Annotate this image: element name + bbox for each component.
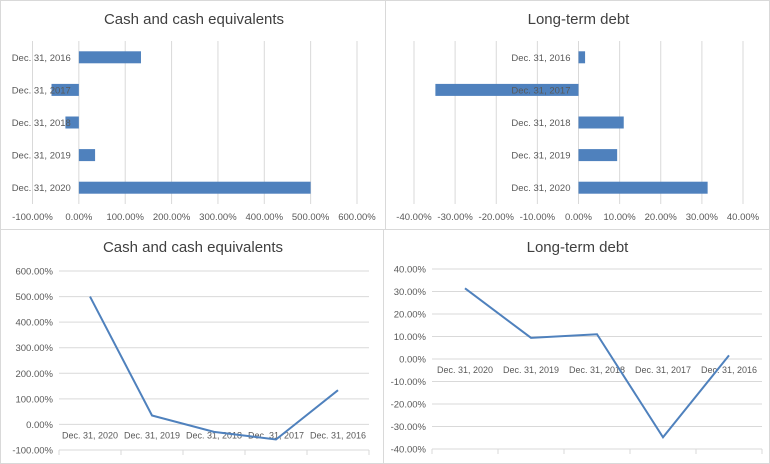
bar [78,51,141,64]
x-tick-label: 400.00% [246,212,284,223]
x-tick-label: -100.00% [12,212,53,223]
bar [435,83,579,96]
category-label: Dec. 31, 2020 [62,430,118,440]
debt-bar-chart[interactable]: Long-term debt -40.00% -30.00% -20.00% -10.0… [385,0,770,230]
x-tick-label: 600.00% [338,212,376,223]
x-tick-label: 0.00% [65,212,92,223]
category-label: Dec. 31, 2020 [437,365,493,375]
y-tick-label: 100.00% [15,394,53,405]
chart-title: Long-term debt [528,11,631,28]
y-tick-label: 30.00% [394,287,427,298]
category-label: Dec. 31, 2017 [635,365,691,375]
y-tick-label: 500.00% [15,292,53,303]
x-tick-label: 30.00% [686,212,719,223]
series-line [464,287,730,440]
bar [578,149,618,162]
category-label: Dec. 31, 2017 [511,85,570,96]
category-label: Dec. 31, 2019 [511,151,570,162]
bar [578,181,708,194]
x-tick-label: -40.00% [396,212,432,223]
category-label: Dec. 31, 2018 [511,118,570,129]
category-label: Dec. 31, 2018 [12,118,71,129]
y-tick-label: 0.00% [26,420,53,431]
cash-line-svg: Cash and cash equivalents 600.00% 500.00% 4… [12,239,370,457]
y-tick-label: -100.00% [12,446,53,457]
x-tick-label: 200.00% [153,212,191,223]
debt-line-chart[interactable]: Long-term debt 40.00% 30.00% 20.00% 10.00% 0.… [383,229,770,464]
y-tick-label: -40.00% [391,445,427,456]
y-tick-label: -10.00% [391,377,427,388]
x-tick-label: -30.00% [437,212,473,223]
x-tick-label: -20.00% [479,212,515,223]
category-label: Dec. 31, 2016 [511,53,570,64]
chart-title: Long-term debt [527,239,630,256]
cash-line-chart[interactable]: Cash and cash equivalents 600.00% 500.00% 4… [0,229,384,464]
y-tick-label: -20.00% [391,400,427,411]
x-tick-label: 20.00% [645,212,678,223]
debt-bar-svg: Long-term debt -40.00% -30.00% -20.00% -10.0… [396,11,760,223]
cash-bar-svg: Cash and cash equivalents -100.00% 0.00% 10… [12,11,377,223]
x-tick-label: -10.00% [520,212,556,223]
y-tick-label: 300.00% [15,343,53,354]
bar [78,149,96,162]
y-tick-label: 0.00% [399,355,426,366]
y-tick-label: -30.00% [391,422,427,433]
chart-title: Cash and cash equivalents [104,11,284,28]
cash-bar-chart[interactable]: Cash and cash equivalents -100.00% 0.00% 10… [0,0,386,230]
category-label: Dec. 31, 2016 [12,53,71,64]
bar [578,116,624,129]
bar [51,83,79,96]
x-tick-label: 0.00% [565,212,592,223]
bar [65,116,79,129]
category-label: Dec. 31, 2017 [12,85,71,96]
category-label: Dec. 31, 2020 [12,183,71,194]
bar [78,181,311,194]
category-label: Dec. 31, 2020 [511,183,570,194]
category-label: Dec. 31, 2019 [12,151,71,162]
category-label: Dec. 31, 2018 [569,365,625,375]
category-label: Dec. 31, 2019 [124,430,180,440]
chart-title: Cash and cash equivalents [103,239,283,256]
category-label: Dec. 31, 2016 [310,430,366,440]
y-tick-label: 200.00% [15,369,53,380]
x-tick-label: 40.00% [727,212,760,223]
y-tick-label: 10.00% [394,332,427,343]
x-tick-label: 100.00% [106,212,144,223]
x-tick-label: 10.00% [604,212,637,223]
x-tick-label: 500.00% [292,212,330,223]
bar [578,51,586,64]
category-label: Dec. 31, 2017 [248,430,304,440]
debt-line-svg: Long-term debt 40.00% 30.00% 20.00% 10.00% 0.… [391,239,763,456]
y-tick-label: 20.00% [394,310,427,321]
category-label: Dec. 31, 2019 [503,365,559,375]
y-tick-label: 40.00% [394,265,427,276]
series-line [89,296,339,441]
category-label: Dec. 31, 2016 [701,365,757,375]
category-label: Dec. 31, 2018 [186,430,242,440]
y-tick-label: 400.00% [15,318,53,329]
y-tick-label: 600.00% [15,267,53,278]
x-tick-label: 300.00% [199,212,237,223]
